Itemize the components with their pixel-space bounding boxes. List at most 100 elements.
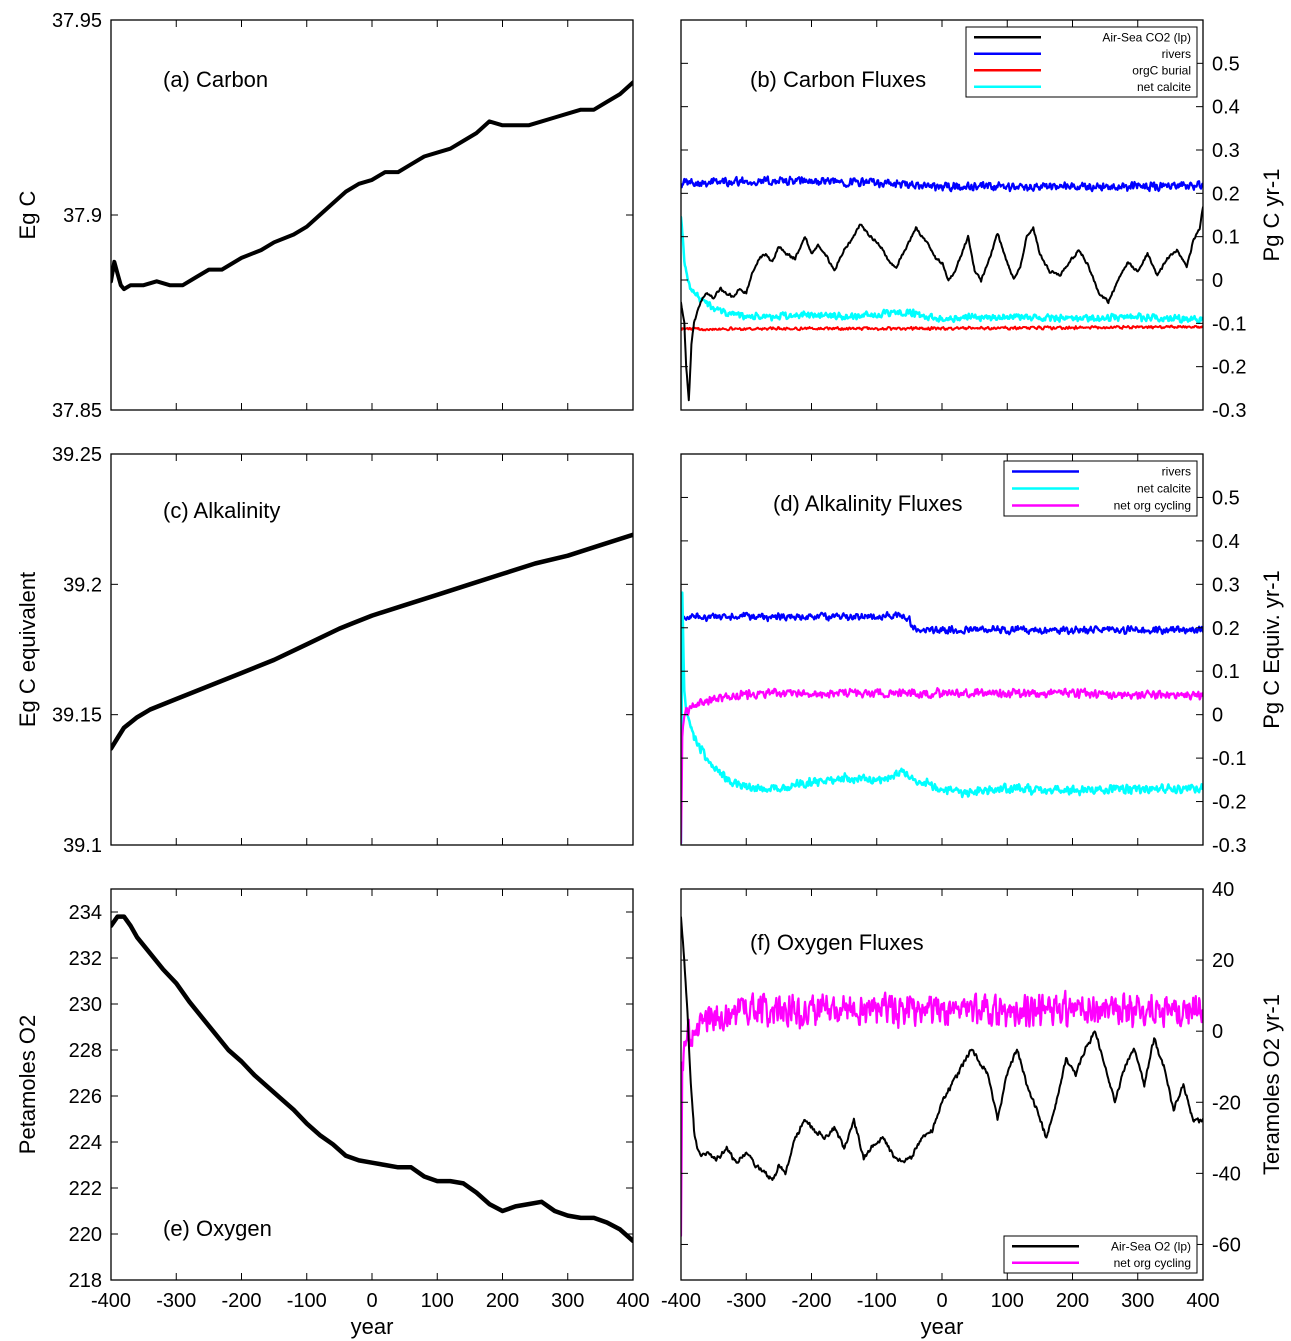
panel-title: (c) Alkalinity [163,498,280,523]
series-line-net-org-cycling [681,989,1203,1237]
y-tick-label: 39.2 [63,574,102,596]
panel-b: -0.3 -0.2 -0.1 0 0.1 0.2 0.3 0.4 0.5 Pg C yr-1 (b)… [680,19,1284,422]
x-tick-label: 0 [366,1290,377,1312]
x-tick-label: 400 [1186,1290,1219,1312]
y-tick-label: 37.9 [63,205,102,227]
series-line-main [111,80,633,292]
series-group [111,80,633,292]
x-tick-label: -200 [791,1290,831,1312]
y-tick-label: 226 [69,1086,102,1108]
panel-title: (d) Alkalinity Fluxes [773,491,963,516]
y-tick-label: 0.5 [1212,53,1240,75]
legend-label: rivers [1162,47,1191,61]
legend-label: Air-Sea CO2 (lp) [1102,30,1191,44]
y-tick-label: 0 [1212,270,1223,292]
x-tick-label: -400 [661,1290,701,1312]
panel-f: -400 -300 -200 -100 0 100 200 300 400-60-40-2002… [661,879,1284,1339]
panel-title: (e) Oxygen [163,1216,272,1241]
y-axis-label: Eg C equivalent [15,572,40,727]
x-tick-label: 300 [551,1290,584,1312]
x-tick-label: 400 [616,1290,649,1312]
y-tick-label: 0.4 [1212,531,1240,553]
series-line-net-calcite [681,591,1203,845]
y-tick-label: 232 [69,948,102,970]
y-tick-label: -0.2 [1212,357,1246,379]
series-line-rivers [681,175,1203,193]
y-tick-label: 20 [1212,950,1234,972]
x-tick-label: 100 [991,1290,1024,1312]
legend-label: net org cycling [1114,499,1191,513]
series-group [681,175,1203,402]
legend-box [1003,460,1198,517]
x-tick-label: 300 [1121,1290,1154,1312]
x-axis-label: year [921,1314,964,1339]
legend-label: net calcite [1137,80,1191,94]
x-tick-label: -100 [857,1290,897,1312]
x-tick-label: 200 [486,1290,519,1312]
y-tick-label: 0 [1212,705,1223,727]
y-tick-label: -20 [1212,1092,1241,1114]
series-line-air-sea-o2-lp- [681,916,1203,1181]
series-line-main [111,532,633,751]
x-tick-label: -300 [726,1290,766,1312]
legend-label: orgC burial [1132,63,1191,77]
y-tick-label: -0.3 [1212,400,1246,422]
y-tick-label: 0.4 [1212,97,1240,119]
y-axis-label: Pg C yr-1 [1259,169,1284,262]
y-tick-label: -0.2 [1212,792,1246,814]
y-tick-label: 39.25 [52,444,102,466]
series-group [111,914,633,1244]
legend-label: net org cycling [1114,1256,1191,1270]
series-line-net-calcite [681,215,1203,325]
y-tick-label: 218 [69,1270,102,1292]
y-tick-label: 234 [69,902,102,924]
y-tick-label: 37.85 [52,400,102,422]
y-tick-label: 228 [69,1040,102,1062]
y-tick-label: 0 [1212,1021,1223,1043]
y-axis-label: Teramoles O2 yr-1 [1259,994,1284,1175]
legend: Air-Sea O2 (lp) net org cycling [1003,1235,1198,1274]
x-tick-label: 0 [936,1290,947,1312]
y-tick-label: 222 [69,1178,102,1200]
y-tick-label: 230 [69,994,102,1016]
series-group [681,591,1203,845]
series-line-main [111,914,633,1244]
y-tick-label: -0.1 [1212,748,1246,770]
y-axis-label: Eg C [15,190,40,239]
panel-title: (b) Carbon Fluxes [750,67,926,92]
y-tick-label: 224 [69,1132,102,1154]
series-line-net-org-cycling [681,687,1203,845]
y-tick-label: 39.1 [63,835,102,857]
y-tick-label: -60 [1212,1234,1241,1256]
x-tick-label: 200 [1056,1290,1089,1312]
panel-c: 39.1 39.15 39.2 39.25 Eg C equivalent (c) Alk… [15,444,634,857]
panel-title: (f) Oxygen Fluxes [750,930,924,955]
legend-label: net calcite [1137,482,1191,496]
x-tick-label: 100 [421,1290,454,1312]
y-tick-label: 0.2 [1212,183,1240,205]
y-tick-label: 0.3 [1212,574,1240,596]
panel-title: (a) Carbon [163,67,268,92]
legend-box [1003,1235,1198,1274]
y-axis-label: Pg C Equiv. yr-1 [1259,570,1284,729]
series-line-air-sea-co2-lp- [681,206,1203,402]
legend-label: Air-Sea O2 (lp) [1111,1239,1191,1253]
y-tick-label: 40 [1212,879,1234,901]
x-tick-label: -200 [221,1290,261,1312]
y-tick-label: -40 [1212,1163,1241,1185]
series-line-orgc-burial [681,324,1203,332]
series-line-rivers [681,611,1203,636]
legend: rivers net calcite net org cycling [1003,460,1198,517]
y-tick-label: 0.5 [1212,487,1240,509]
series-group [681,916,1203,1237]
y-tick-label: 0.3 [1212,140,1240,162]
y-tick-label: 37.95 [52,10,102,32]
x-tick-label: -100 [287,1290,327,1312]
panel-d: -0.3 -0.2 -0.1 0 0.1 0.2 0.3 0.4 0.5 Pg C Equiv. … [680,453,1284,857]
y-tick-label: -0.1 [1212,313,1246,335]
x-tick-label: -300 [156,1290,196,1312]
panel-e: -400 -300 -200 -100 0 100 200 300 400 218 220 222 22… [15,888,650,1339]
y-tick-label: 39.15 [52,705,102,727]
legend-box [965,26,1198,98]
